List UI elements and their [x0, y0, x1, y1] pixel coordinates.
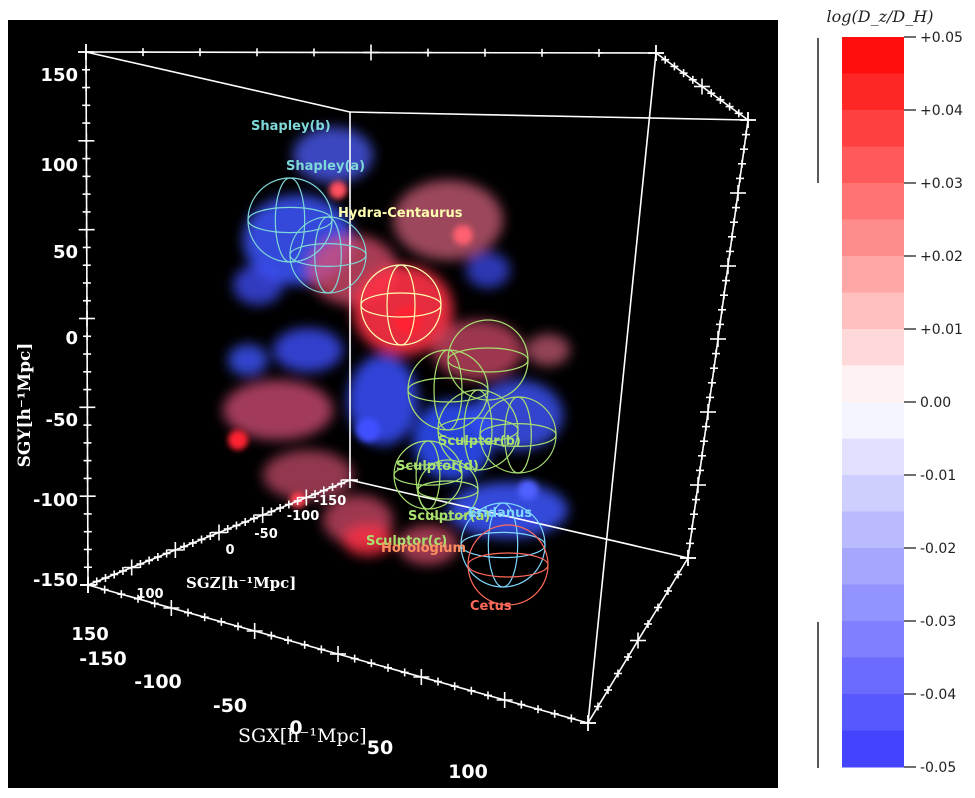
x-tick-label: 100	[448, 761, 488, 783]
y-tick-label: 0	[65, 328, 78, 349]
colorbar-title: log(D_z/D_H)	[827, 7, 934, 26]
structure-label: Sculptor(d)	[396, 459, 479, 474]
colorbar-step	[842, 621, 904, 658]
colorbar-step	[842, 146, 904, 184]
plot-3d: Shapley(b) Shapley(a) Hydra-Centaurus Sculp…	[15, 44, 756, 783]
bounding-cube	[78, 44, 756, 731]
z-axis-title: SGZ[h⁻¹Mpc]	[186, 574, 296, 592]
colorbar-step	[842, 402, 904, 439]
colorbar-tick-label: 0.00	[920, 395, 951, 411]
colorbar-step	[842, 292, 904, 330]
colorbar-step	[842, 110, 904, 147]
x-tick-label: -100	[134, 671, 182, 693]
colorbar-step	[842, 657, 904, 695]
colorbar-step	[842, 548, 904, 585]
structure-circle-meridian	[415, 440, 441, 510]
x-axis-title: SGX[h⁻¹Mpc]	[238, 725, 367, 747]
structure-circle-meridian	[274, 177, 306, 263]
cube-edge-5	[587, 52, 657, 724]
structure-circle-meridian	[487, 502, 519, 588]
structure-circle-equator	[460, 531, 546, 559]
colorbar-step	[842, 511, 904, 549]
y-tick-label: -150	[33, 570, 78, 591]
colorbar-step	[842, 694, 904, 731]
x-tick-label: 50	[367, 737, 393, 759]
cube-edge-9	[349, 479, 689, 559]
colorbar-tick-label: -0.01	[920, 468, 956, 484]
plot-panel: Shapley(b) Shapley(a) Hydra-Centaurus Sculp…	[8, 20, 778, 788]
y-axis-title: SGY[h⁻¹Mpc]	[15, 343, 35, 468]
z-tick-label: -100	[287, 509, 320, 524]
cube-edge-2	[85, 51, 351, 113]
y-tick-label: 100	[40, 155, 78, 176]
y-axis-ticks: 150 100 50 0 -50 -100 -150	[33, 65, 78, 591]
structure-circle-extra-equator	[417, 480, 479, 500]
colorbar-step	[842, 365, 904, 403]
structure-label: Shapley(a)	[286, 159, 365, 174]
z-tick-label: 0	[225, 543, 234, 558]
structure-label: Eridanus	[468, 506, 532, 521]
colorbar-ticks: +0.05 +0.04 +0.03 +0.02 +0.01 0.00 -0.01 -0.02 -…	[904, 30, 963, 776]
structure-label: Sculptor(a)	[408, 509, 490, 524]
colorbar-steps	[842, 37, 904, 768]
structure-label: Sculptor(c)	[366, 534, 447, 549]
colorbar-step	[842, 584, 904, 622]
structure-circle-meridian	[314, 216, 342, 294]
density-blobs	[223, 127, 570, 565]
structure-circle-equator	[247, 206, 333, 234]
structure-label: Horologium	[381, 541, 466, 556]
colorbar-tick-label: -0.02	[920, 541, 956, 557]
x-tick-label: -50	[213, 695, 247, 717]
z-tick-label: -150	[314, 494, 347, 509]
colorbar-step	[842, 475, 904, 512]
y-tick-label: 150	[40, 65, 78, 86]
colorbar-step	[842, 183, 904, 220]
y-tick-label: -50	[45, 410, 78, 431]
structure-circle-extra-equator	[467, 552, 549, 578]
colorbar-tick-label: -0.03	[920, 614, 956, 630]
structure-label: Hydra-Centaurus	[338, 206, 463, 221]
structure-label: Cetus	[470, 599, 512, 614]
colorbar-tick-label: +0.01	[920, 322, 963, 338]
colorbar-step	[842, 219, 904, 257]
y-tick-label: 50	[53, 242, 78, 263]
colorbar-tick-label: -0.05	[920, 760, 956, 776]
structure-circle-meridian	[386, 264, 416, 346]
colorbar-tick-label: +0.02	[920, 249, 963, 265]
x-axis-ticks: -150-100-50050100150150	[71, 624, 488, 783]
colorbar-step	[842, 730, 904, 768]
x-tick-label: 0	[289, 717, 302, 739]
z-tick-label: 100	[136, 587, 163, 602]
cube-edge-3	[349, 111, 749, 121]
structure-circle-equator	[407, 377, 489, 403]
structure-circle-equator	[360, 292, 442, 318]
structure-circle-meridian	[504, 396, 532, 474]
structure-labels: Shapley(b) Shapley(a) Hydra-Centaurus Sculp…	[251, 119, 532, 614]
colorbar: log(D_z/D_H) +0.05 +0.04 +0.03 +0.02 +0.01 0.…	[817, 7, 963, 776]
z-axis-ticks: -150-100 -50 0 100	[136, 494, 346, 602]
colorbar-tick-label: -0.04	[920, 687, 956, 703]
colorbar-tick-label: +0.04	[920, 103, 963, 119]
z-tick-label: -50	[254, 527, 278, 542]
colorbar-tick-label: +0.03	[920, 176, 963, 192]
structure-circle-equator	[437, 417, 519, 443]
colorbar-step	[842, 37, 904, 74]
structure-label: Shapley(b)	[251, 119, 331, 134]
colorbar-step	[842, 438, 904, 476]
structure-label: Sculptor(b)	[438, 434, 521, 449]
structure-circle-equator	[393, 464, 463, 486]
structure-circles	[247, 177, 557, 606]
structure-circle-equator	[289, 243, 367, 268]
density-speckle	[228, 181, 538, 508]
y-tick-label: -100	[33, 490, 78, 511]
colorbar-step	[842, 256, 904, 293]
x-tick-label-start: 150	[71, 624, 109, 645]
colorbar-step	[842, 73, 904, 111]
structure-circle-extra-equator	[447, 347, 529, 373]
structure-circle-meridian	[463, 389, 493, 471]
x-tick-label: -150	[79, 648, 127, 670]
colorbar-step	[842, 329, 904, 366]
colorbar-tick-label: +0.05	[920, 30, 963, 46]
